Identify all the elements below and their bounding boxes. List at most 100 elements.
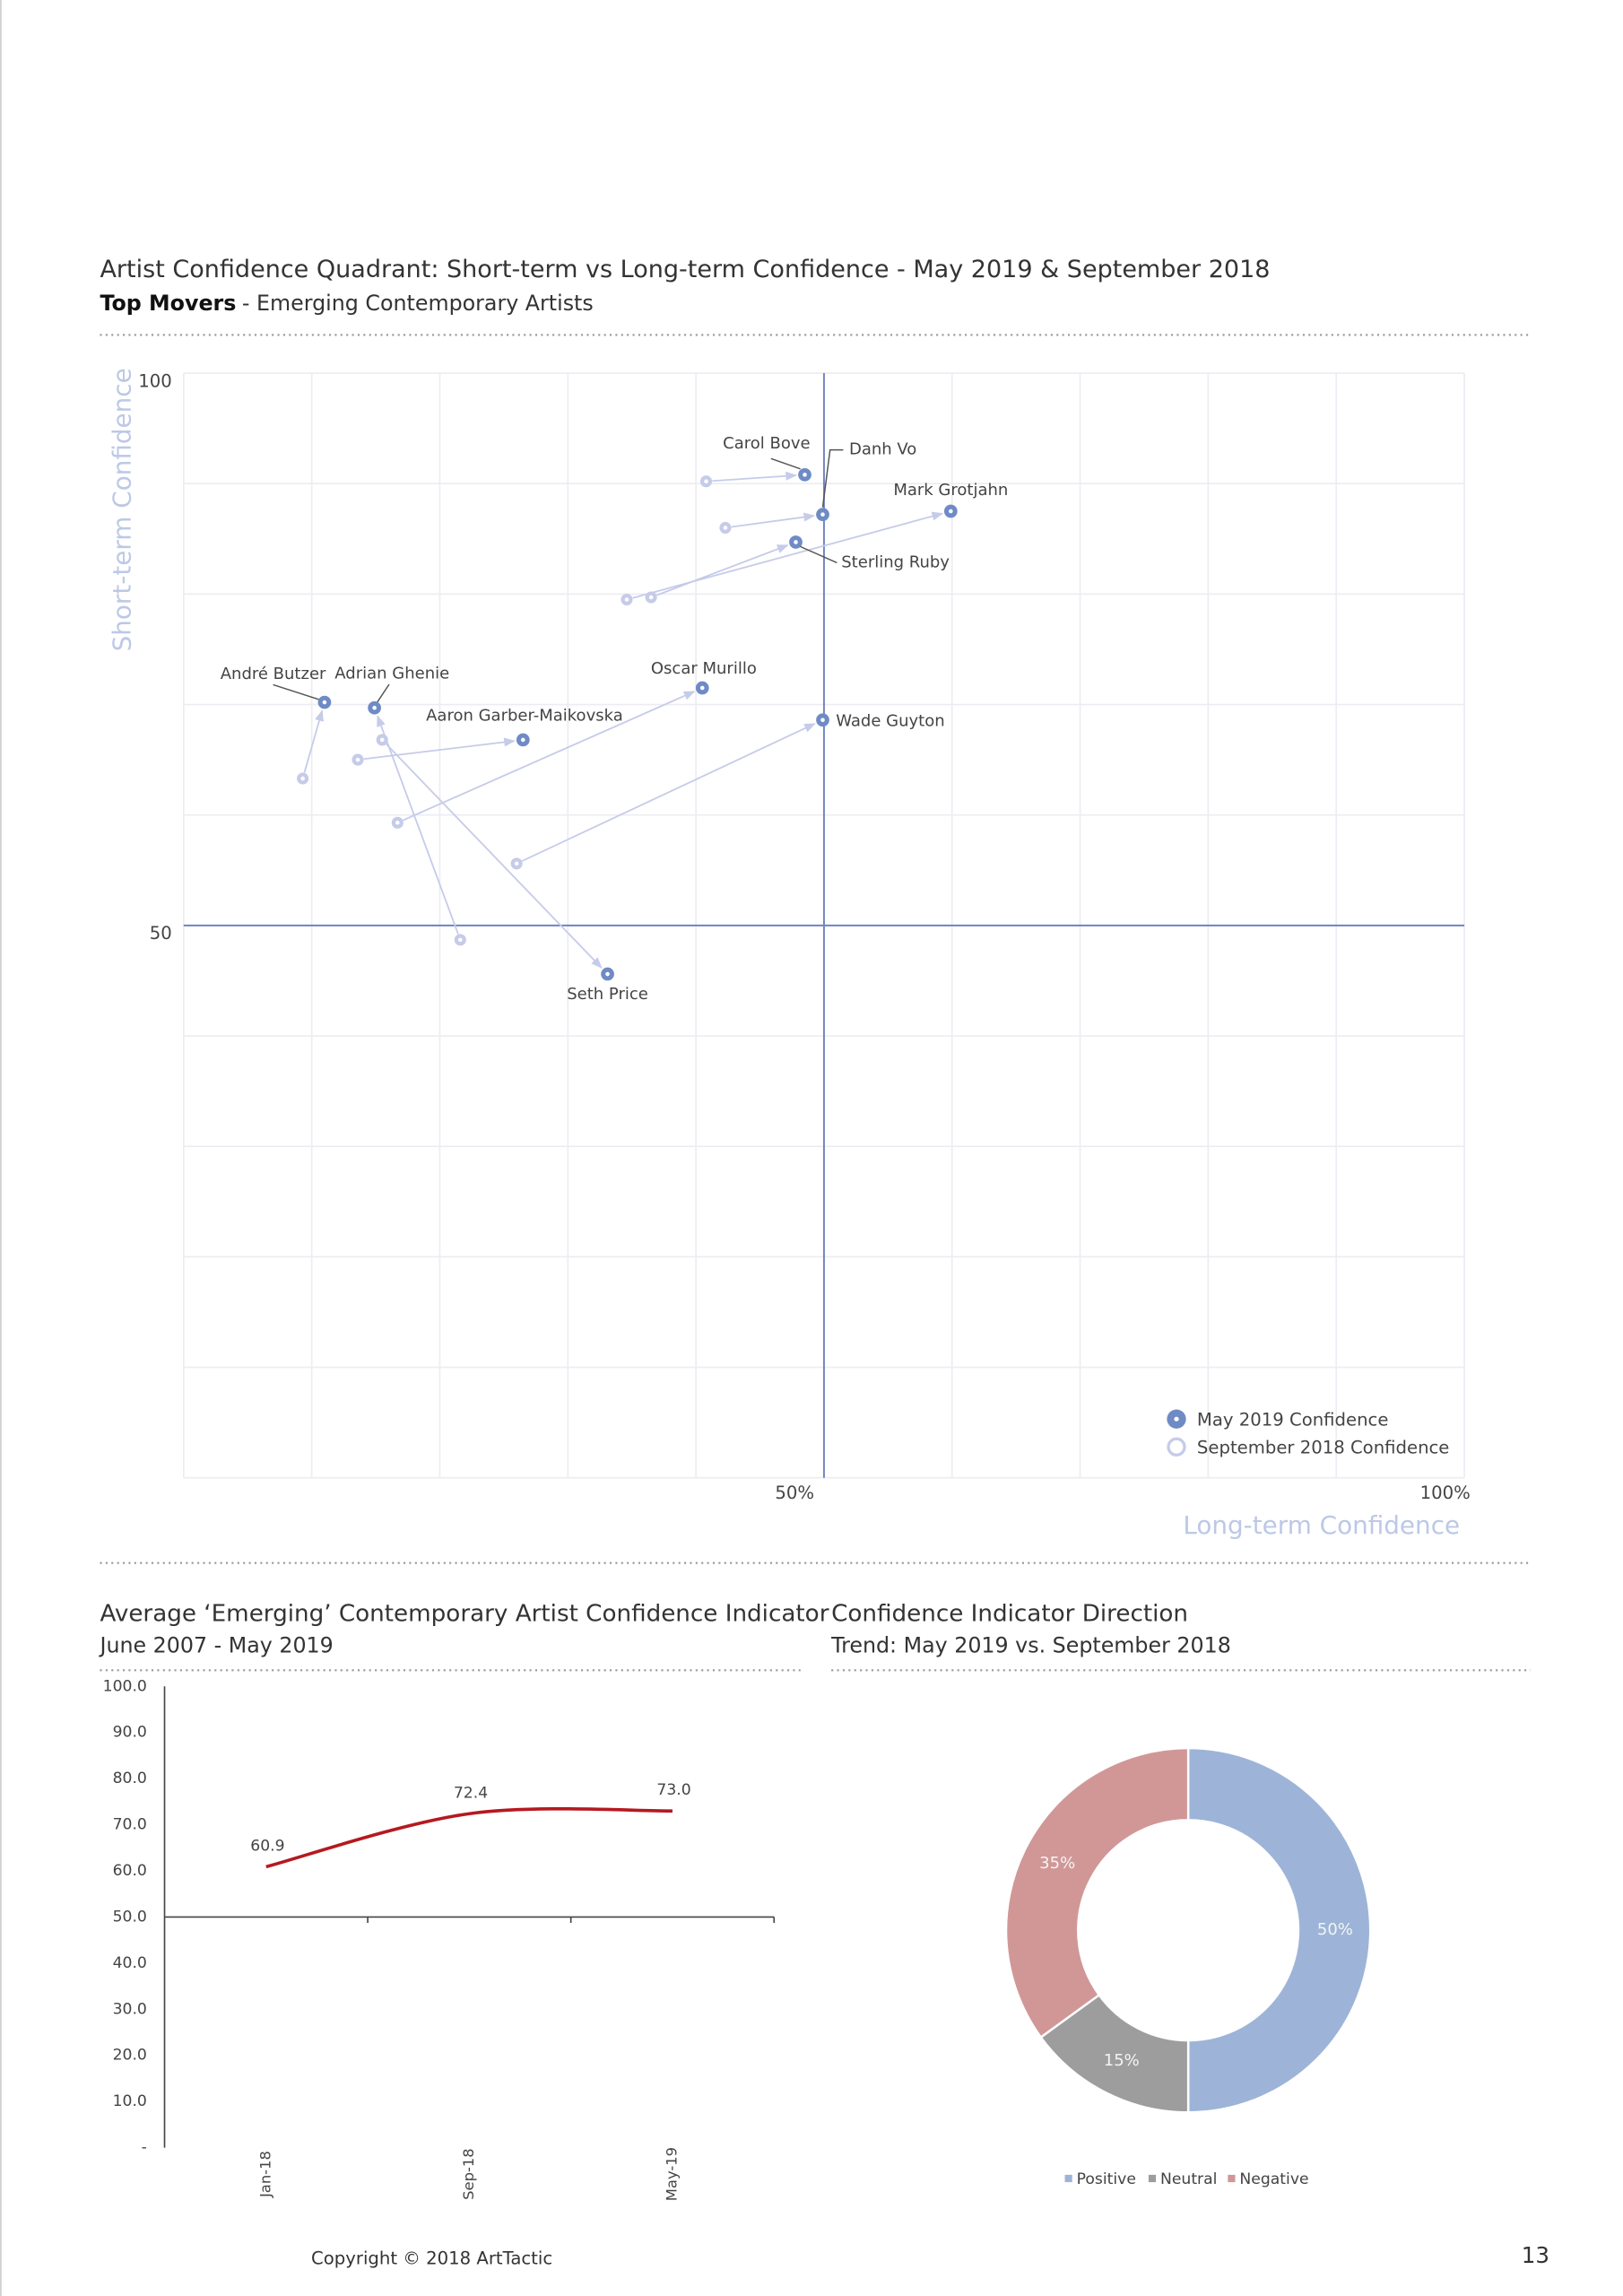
- donut-slice: [1186, 1746, 1372, 2114]
- point: [601, 967, 614, 981]
- legend-marker-center: [1174, 1416, 1179, 1422]
- arrow: [303, 709, 324, 773]
- point-center: [704, 479, 708, 484]
- point-center: [379, 737, 385, 743]
- legend-swatch: [1148, 2174, 1157, 2183]
- y-tick-label: 80.0: [113, 1770, 147, 1787]
- point: [798, 467, 812, 482]
- value-label: 60.9: [250, 1837, 284, 1855]
- y-tick-label: 60.0: [113, 1862, 147, 1880]
- x-tick-label: Jan-18: [256, 2151, 273, 2198]
- point: [789, 535, 803, 549]
- point: [699, 475, 713, 488]
- point-label: Wade Guyton: [836, 711, 944, 730]
- y-tick-label: 70.0: [113, 1816, 147, 1834]
- point-center: [395, 821, 400, 825]
- y-tick-label: -: [142, 2139, 147, 2157]
- y-tick-label: 100: [138, 370, 172, 391]
- legend-swatch: [1064, 2174, 1072, 2183]
- point: [816, 508, 829, 522]
- x-tick-label: 50%: [775, 1483, 814, 1503]
- point: [719, 521, 732, 535]
- point-center: [520, 737, 525, 743]
- y-tick-label: 50: [150, 923, 172, 944]
- subtitle-text: - Emerging Contemporary Artists: [242, 291, 594, 316]
- point-center: [699, 685, 705, 691]
- point-center: [458, 937, 463, 943]
- chart-title: Artist Confidence Quadrant: Short-term v…: [100, 256, 1270, 283]
- arrow: [731, 512, 816, 528]
- point: [695, 681, 709, 695]
- leader-line: [800, 545, 838, 564]
- leader-line: [377, 683, 390, 703]
- point: [391, 816, 404, 829]
- legend-label: Neutral: [1160, 2170, 1217, 2188]
- point-label: Seth Price: [567, 985, 648, 1004]
- slice-label: 35%: [1039, 1854, 1075, 1873]
- point: [376, 734, 388, 746]
- point-center: [624, 597, 629, 602]
- point-label: Aaron Garber-Maikovska: [426, 707, 623, 726]
- point-center: [648, 595, 654, 600]
- subtitle-bold: Top Movers: [100, 291, 236, 316]
- legend-label: May 2019 Confidence: [1197, 1409, 1389, 1430]
- point: [368, 700, 381, 715]
- point: [943, 504, 958, 518]
- slice-label: 50%: [1317, 1920, 1353, 1939]
- donut-slice: [1004, 1746, 1190, 2039]
- y-tick-label: 30.0: [113, 2000, 147, 2018]
- point-label: Danh Vo: [849, 440, 916, 459]
- y-tick-label: 20.0: [113, 2047, 147, 2065]
- point: [317, 695, 332, 709]
- slice-label: 15%: [1104, 2051, 1140, 2070]
- chart-subtitle: June 2007 - May 2019: [98, 1633, 333, 1658]
- point-center: [794, 540, 798, 544]
- y-tick-label: 40.0: [113, 1954, 147, 1972]
- legend-swatch: [1228, 2174, 1236, 2183]
- point-label: Mark Grotjahn: [893, 481, 1008, 500]
- y-tick-label: 10.0: [113, 2092, 147, 2110]
- legend-label: Positive: [1077, 2170, 1136, 2188]
- value-label: 73.0: [656, 1781, 690, 1799]
- point-label: Sterling Ruby: [841, 552, 950, 571]
- point: [816, 713, 829, 727]
- arrow: [712, 471, 797, 483]
- arrow: [521, 723, 816, 862]
- point-center: [949, 509, 953, 514]
- y-tick-label: 50.0: [113, 1908, 147, 1926]
- point: [454, 934, 466, 946]
- point: [297, 772, 309, 785]
- point-label: Adrian Ghenie: [334, 665, 449, 683]
- arrow: [386, 744, 603, 969]
- arrow: [377, 715, 459, 935]
- legend-marker: [1167, 1437, 1186, 1457]
- point-label: Oscar Murillo: [651, 659, 757, 678]
- point-center: [803, 473, 807, 477]
- point-center: [723, 526, 728, 530]
- x-tick-label: 100%: [1420, 1483, 1471, 1503]
- point-label: Carol Bove: [723, 434, 810, 453]
- y-axis-label: Short-term Confidence: [108, 368, 137, 651]
- arrow: [656, 544, 789, 596]
- leader-line: [770, 457, 801, 470]
- value-label: 72.4: [454, 1784, 488, 1802]
- point-center: [820, 718, 825, 723]
- point-center: [322, 700, 327, 705]
- arrow: [403, 691, 696, 822]
- chart-subtitle: Trend: May 2019 vs. September 2018: [830, 1633, 1231, 1658]
- point-center: [605, 971, 610, 977]
- point: [645, 591, 657, 604]
- chart-title: Confidence Indicator Direction: [831, 1601, 1188, 1628]
- y-tick-label: 90.0: [113, 1724, 147, 1742]
- point: [516, 733, 530, 747]
- legend-label: Negative: [1239, 2170, 1308, 2188]
- leader-line: [273, 683, 319, 700]
- line: [265, 1807, 673, 1869]
- point: [510, 857, 523, 870]
- copyright: Copyright © 2018 ArtTactic: [311, 2248, 552, 2269]
- legend-label: September 2018 Confidence: [1197, 1437, 1449, 1457]
- page-number: 13: [1522, 2242, 1549, 2268]
- point-center: [372, 705, 377, 710]
- x-tick-label: Sep-18: [460, 2148, 477, 2200]
